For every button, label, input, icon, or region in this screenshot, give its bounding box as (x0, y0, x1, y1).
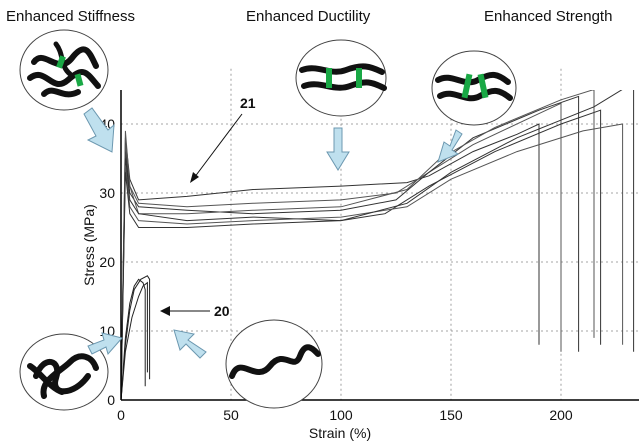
annotation-label-21: 21 (240, 95, 256, 111)
arrow-ductility (326, 127, 350, 171)
series-line-20-9 (121, 281, 148, 400)
series-line-21-3 (121, 90, 595, 400)
arrow-free (173, 329, 207, 359)
series-line-20-8 (121, 275, 151, 400)
x-tick-label-3: 150 (439, 407, 463, 423)
arrowhead-21 (190, 172, 199, 183)
header-enhanced-stiffness: Enhanced Stiffness (6, 8, 135, 25)
arrow-entangled (87, 332, 123, 356)
series-line-21-4 (121, 109, 602, 400)
schematic-aligned-chains (295, 39, 387, 117)
y-axis-label: Stress (MPa) (81, 204, 97, 286)
x-tick-label-2: 100 (329, 407, 353, 423)
series-line-21-6 (121, 90, 635, 400)
y-tick-label-3: 30 (99, 185, 115, 201)
schematic-entangled-chains (19, 333, 109, 411)
x-tick-label-4: 200 (549, 407, 573, 423)
schematic-crosslinked-chains (19, 29, 109, 111)
arrow-stiffness (83, 107, 115, 153)
annotations: 21 20 (160, 95, 256, 319)
series-line-20-7 (121, 278, 146, 400)
pointer-arrows (83, 107, 463, 359)
annotation-label-20: 20 (214, 303, 230, 319)
x-axis-label: Strain (%) (309, 425, 371, 441)
header-enhanced-strength: Enhanced Strength (484, 8, 613, 25)
series-line-21-2 (121, 95, 580, 400)
series-group (121, 90, 635, 400)
schematic-free-chains (225, 319, 323, 409)
y-tick-label-2: 20 (99, 254, 115, 270)
schematic-locked-chains (431, 50, 517, 126)
arrow-strength (437, 129, 463, 163)
annotation-arrow-21 (193, 113, 243, 179)
header-enhanced-ductility: Enhanced Ductility (246, 8, 371, 25)
x-tick-label-0: 0 (117, 407, 125, 423)
axes (120, 90, 639, 401)
x-tick-label-1: 50 (223, 407, 239, 423)
y-tick-label-0: 0 (107, 392, 115, 408)
arrowhead-20 (160, 306, 170, 316)
series-line-21-0 (121, 123, 540, 400)
series-line-21-5 (121, 123, 624, 400)
